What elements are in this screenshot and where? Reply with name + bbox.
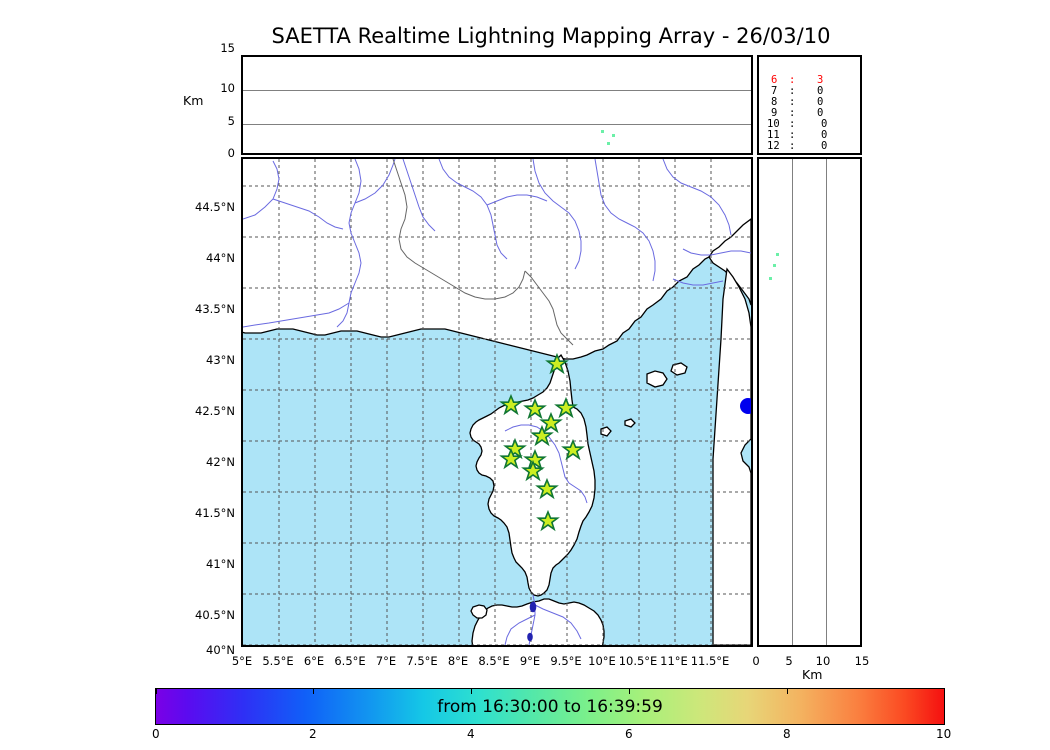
map-lon-tick: 8.5°E [478, 654, 510, 668]
reference-dot [740, 398, 751, 414]
altitude-longitude-panel[interactable] [241, 55, 753, 155]
map-lon-tick: 9°E [519, 654, 541, 668]
source-point [776, 253, 779, 256]
legend-row-stations: 12 [767, 140, 780, 152]
right-panel-xtick: 15 [854, 654, 870, 668]
legend-row-count: 0 [821, 118, 828, 130]
legend-row-count: 0 [817, 107, 824, 119]
legend-row-sep: : [789, 118, 796, 130]
colorbar-tick: 2 [309, 727, 317, 741]
map-lat-tick: 41°N [206, 557, 235, 571]
legend-row-stations: 9 [771, 107, 778, 119]
map-lat-tick: 41.5°N [195, 506, 235, 520]
legend-row-sep: : [789, 85, 796, 97]
right-panel-xtick: 0 [752, 654, 760, 668]
legend-row-count: 0 [821, 140, 828, 152]
legend-row-stations: 8 [771, 96, 778, 108]
map-lat-tick: 44°N [206, 251, 235, 265]
map-lon-tick: 6.5°E [334, 654, 366, 668]
source-point [612, 134, 615, 137]
map-lat-tick: 42.5°N [195, 404, 235, 418]
colorbar-tick: 10 [936, 727, 952, 741]
map-lon-tick: 8°E [447, 654, 469, 668]
source-point [601, 130, 604, 133]
legend-row-stations: 6 [771, 74, 778, 86]
map-lon-tick: 7.5°E [406, 654, 438, 668]
legend-row-stations: 10 [767, 118, 780, 130]
map-lon-tick: 9.5°E [550, 654, 582, 668]
source-point [773, 264, 776, 267]
map-lon-tick: 10.5°E [618, 654, 658, 668]
map-lon-tick: 11.5°E [690, 654, 730, 668]
legend-row-stations: 11 [767, 129, 780, 141]
source-point [607, 142, 610, 145]
map-lon-tick: 7°E [375, 654, 397, 668]
colorbar-tick: 0 [152, 727, 160, 741]
top-panel-ytick: 10 [220, 81, 235, 95]
top-panel-ytick: 15 [220, 41, 235, 55]
top-panel-ytick: 0 [227, 146, 235, 160]
legend-row-sep: : [789, 107, 796, 119]
right-panel-axis-label: Km [802, 667, 823, 682]
map-lon-tick: 6°E [303, 654, 325, 668]
legend-row-stations: 7 [771, 85, 778, 97]
right-panel-gridline-5 [792, 159, 794, 645]
colorbar[interactable] [155, 688, 945, 725]
map-lat-tick: 40°N [206, 643, 235, 657]
map-lat-tick: 43.5°N [195, 302, 235, 316]
map-lat-tick: 44.5°N [195, 200, 235, 214]
colorbar-tick: 6 [625, 727, 633, 741]
map-lon-tick: 11°E [660, 654, 688, 668]
legend-row-count: 0 [817, 96, 824, 108]
map-panel[interactable] [241, 157, 753, 647]
colorbar-tick: 8 [783, 727, 791, 741]
colorbar-time-label: from 16:30:00 to 16:39:59 [437, 697, 663, 717]
map-lon-tick: 5.5°E [262, 654, 294, 668]
source-point [769, 277, 772, 280]
map-lon-tick: 10°E [588, 654, 616, 668]
page-title: SAETTA Realtime Lightning Mapping Array … [271, 24, 831, 48]
map-lat-tick: 40.5°N [195, 608, 235, 622]
colorbar-tick: 4 [467, 727, 475, 741]
legend-row-count: 0 [821, 129, 828, 141]
latitude-altitude-panel[interactable] [757, 157, 862, 647]
top-panel-gridline-5 [243, 123, 751, 125]
legend-row-sep: : [789, 74, 796, 86]
map-lat-tick: 43°N [206, 353, 235, 367]
legend-row-sep: : [789, 140, 796, 152]
top-panel-axis-label: Km [183, 93, 204, 108]
legend-row-count: 3 [817, 74, 824, 86]
legend-row-sep: : [789, 96, 796, 108]
right-panel-gridline-10 [825, 159, 827, 645]
top-panel-ytick: 5 [227, 114, 235, 128]
right-panel-xtick: 10 [815, 654, 831, 668]
top-panel-gridline-10 [243, 90, 751, 92]
map-graphics [243, 159, 751, 645]
legend-row-count: 0 [817, 85, 824, 97]
legend-row-sep: : [789, 129, 796, 141]
right-panel-xtick: 5 [785, 654, 793, 668]
map-lat-tick: 42°N [206, 455, 235, 469]
map-lon-tick: 5°E [231, 654, 253, 668]
station-count-legend[interactable]: 6 : 3 7 : 0 8 : 0 9 : 0 10 : 0 11 : 0 12… [757, 55, 862, 155]
